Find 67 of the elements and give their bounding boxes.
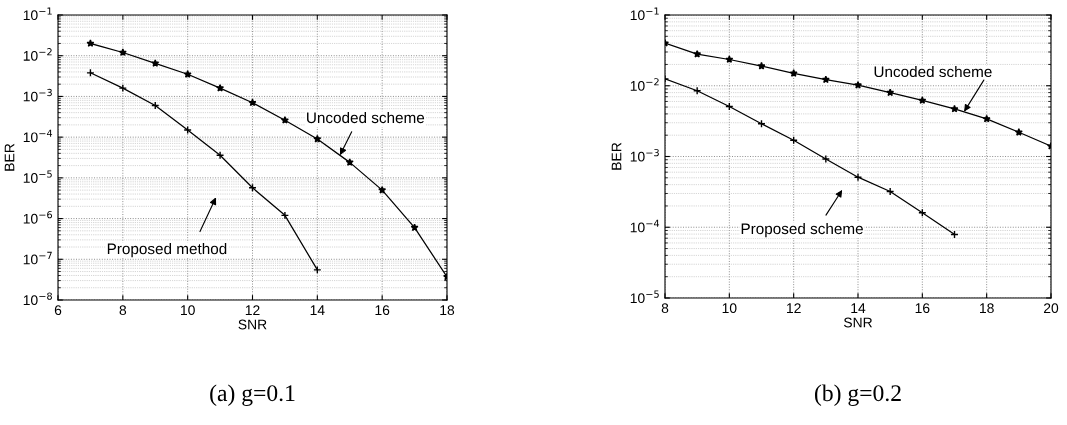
point [789,69,798,77]
x-tick-label: 10 [722,303,737,314]
point [248,98,257,107]
y-tick-label: 10$^{−4}$ [630,219,660,233]
annotation: Proposed scheme [741,222,863,238]
point [853,173,863,182]
point [918,96,927,104]
point [692,86,702,95]
x-axis-title: SNR [843,317,873,328]
y-tick-label: 10$^{−7}$ [23,251,52,265]
point [821,154,831,164]
point [345,158,354,166]
y-tick-label: 10$^{−4}$ [23,129,53,143]
point [410,223,419,232]
point [757,61,766,70]
point [313,134,322,143]
x-tick-label: 10 [181,305,195,316]
point [378,185,387,194]
point [118,48,127,56]
x-tick-label: 16 [375,305,390,316]
y-tick-label: 10$^{−3}$ [23,88,52,102]
point [950,104,959,113]
y-tick-label: 10$^{−1}$ [630,7,659,21]
point [885,187,895,196]
annotation: Uncoded scheme [874,65,992,78]
point [918,208,927,217]
text: (a) g=0.1 [210,384,295,406]
x-tick-label: 20 [1043,303,1059,314]
y-axis-title: BER [611,142,622,170]
point [86,39,95,47]
y-tick-label: 10$^{−5}$ [630,290,659,304]
x-tick-label: 16 [915,303,930,314]
x-tick-label: 8 [119,305,127,316]
y-axis-title: BER [4,143,15,171]
y-tick-label: 10$^{−2}$ [23,48,52,61]
y-tick-label: 10$^{−2}$ [630,78,659,91]
point [982,114,991,123]
point [183,125,192,135]
x-tick-label: 18 [980,303,994,314]
y-tick-label: 10$^{−8}$ [23,292,52,306]
point [313,265,322,275]
x-tick-label: 14 [310,305,325,315]
point [215,151,225,160]
point [725,55,734,64]
point [821,75,830,84]
point [693,49,702,58]
point [280,116,289,124]
x-tick-label: 6 [54,305,62,316]
point [280,211,290,220]
x-tick-label: 14 [851,303,866,313]
x-axis-title: SNR [238,319,267,330]
point [86,68,95,77]
y-tick-label: 10$^{−6}$ [23,210,53,224]
point [854,80,862,89]
text: (b) g=0.2 [815,384,901,406]
x-tick-label: 8 [661,303,669,314]
point [886,88,895,97]
point [118,83,128,93]
x-tick-label: 12 [245,305,260,315]
y-tick-label: 10$^{−5}$ [23,170,52,183]
x-tick-label: 18 [440,305,455,316]
y-tick-label: 10$^{−1}$ [23,7,52,21]
annotation: Proposed method [107,243,227,258]
annotation: Uncoded scheme [307,111,425,124]
y-tick-label: 10$^{−3}$ [630,148,659,162]
x-tick-label: 12 [787,303,801,313]
point [216,83,225,92]
